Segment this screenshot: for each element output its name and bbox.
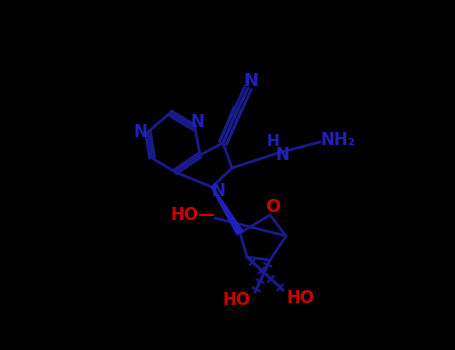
Text: N: N [243,72,258,90]
Text: N: N [275,146,289,164]
Text: H: H [267,133,279,148]
Text: HO—: HO— [171,206,215,224]
Polygon shape [212,187,243,235]
Text: HO: HO [287,289,315,307]
Text: NH₂: NH₂ [320,131,355,149]
Text: N: N [133,123,147,141]
Text: N: N [190,113,204,131]
Text: O: O [265,198,281,216]
Text: N: N [211,182,225,200]
Text: HO: HO [223,291,251,309]
